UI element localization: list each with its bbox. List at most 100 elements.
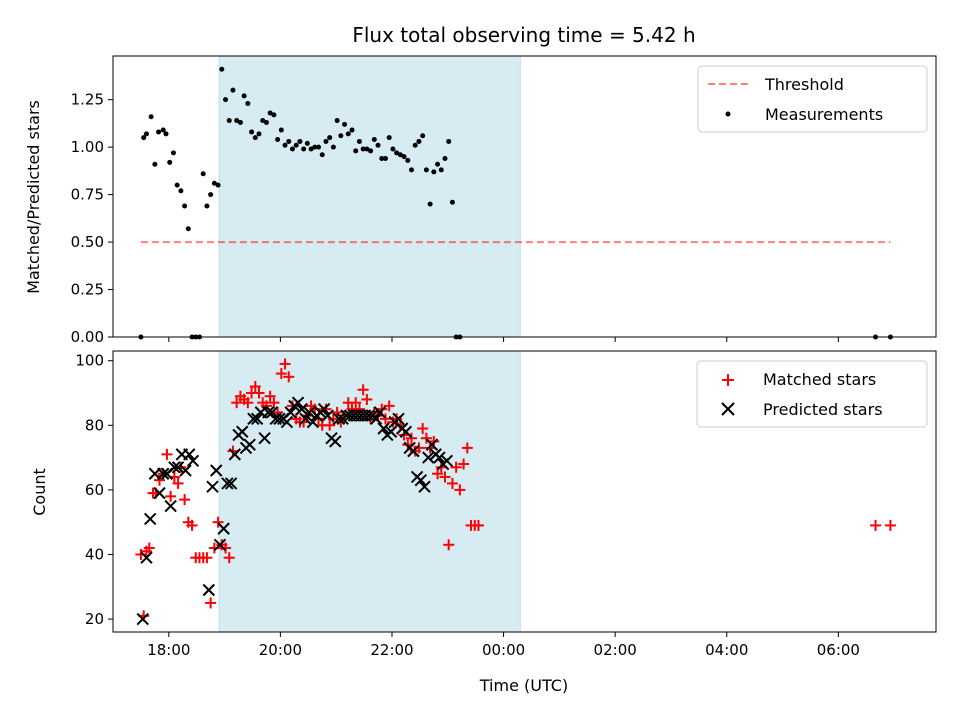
matched-star-point — [383, 400, 395, 412]
measurement-point — [167, 159, 173, 165]
matched-star-point — [884, 519, 896, 531]
measurement-point — [435, 161, 441, 167]
predicted-star-point — [206, 480, 219, 493]
predicted-star-point — [224, 477, 238, 490]
predicted-star-point — [183, 448, 196, 461]
measurement-point — [446, 138, 452, 144]
predicted-star-point — [440, 454, 454, 468]
predicted-star-point — [250, 412, 264, 426]
matched-star-point — [179, 494, 191, 506]
measurement-point — [223, 97, 229, 103]
count-panel: 20 40 60 80 100 18:00 20:00 22:00 00:00 02:00 04:… — [30, 350, 937, 695]
x-tick-label: 00:00 — [482, 641, 525, 659]
measurement-point — [405, 157, 411, 163]
measurement-point — [170, 150, 176, 156]
matched-star-point — [268, 397, 280, 409]
predicted-star-point — [414, 473, 428, 487]
predicted-star-point — [384, 425, 398, 438]
predicted-star-point — [136, 612, 149, 626]
measurement-point — [323, 138, 329, 144]
measurement-point — [249, 129, 255, 135]
count-y-tick-label: 100 — [75, 352, 104, 370]
measurement-point — [371, 137, 377, 143]
predicted-star-point — [186, 454, 200, 468]
measurement-point — [330, 144, 336, 150]
predicted-star-point — [369, 412, 383, 426]
legend-measurements-swatch — [725, 111, 731, 117]
measurement-point — [327, 135, 333, 141]
measurement-point — [289, 146, 295, 152]
predicted-star-point — [280, 415, 294, 429]
measurement-point — [200, 171, 206, 177]
count-legend: Matched stars Predicted stars — [696, 360, 928, 428]
measurement-point — [401, 154, 407, 160]
matched-star-point — [275, 368, 287, 380]
ratio-shaded-span — [218, 55, 521, 338]
predicted-star-point — [153, 486, 166, 500]
measurement-point — [297, 138, 303, 144]
measurement-point — [345, 131, 351, 137]
matched-star-point — [201, 552, 213, 564]
legend-predicted-swatch — [721, 402, 735, 416]
predicted-star-point — [407, 444, 420, 458]
measurement-point — [449, 199, 455, 205]
matched-star-point — [231, 397, 243, 409]
predicted-star-point — [157, 467, 170, 480]
predicted-star-point — [228, 448, 242, 461]
ratio-y-tick-label: 0.25 — [71, 281, 104, 299]
measurement-point — [375, 142, 381, 148]
measurement-point — [185, 226, 191, 232]
predicted-star-point — [299, 412, 312, 426]
count-y-tick-label: 40 — [85, 545, 104, 563]
count-plot-frame — [112, 350, 937, 633]
measurement-point — [252, 135, 258, 141]
predicted-star-point — [236, 425, 249, 438]
count-legend-box — [696, 360, 928, 428]
measurement-point — [356, 138, 362, 144]
x-tick-label: 04:00 — [705, 641, 748, 659]
predicted-star-point — [284, 406, 297, 419]
measurement-point — [442, 156, 448, 162]
predicted-star-point — [168, 461, 181, 474]
measurement-point — [368, 148, 374, 154]
ratio-y-tick-label: 0.00 — [71, 328, 104, 346]
predicted-star-point — [291, 396, 305, 409]
predicted-star-point — [273, 412, 286, 426]
matched-star-point — [279, 358, 291, 370]
matched-stars-points — [135, 358, 896, 622]
ratio-y-ticks: 0.00 0.25 0.50 0.75 1.00 1.25 — [71, 91, 113, 346]
measurement-point — [160, 127, 166, 133]
measurement-point — [215, 182, 221, 188]
matched-star-point — [450, 461, 462, 473]
matched-star-point — [143, 542, 155, 554]
matched-star-point — [361, 393, 373, 405]
matched-star-point — [417, 423, 429, 435]
measurement-point — [256, 131, 262, 137]
measurement-point — [397, 152, 403, 158]
predicted-star-point — [418, 480, 431, 493]
predicted-star-point — [321, 409, 335, 422]
predicted-star-point — [221, 477, 234, 490]
ratio-panel: 0.00 0.25 0.50 0.75 1.00 1.25 Matched/Predict… — [24, 55, 937, 346]
predicted-star-point — [377, 422, 390, 435]
measurement-point — [386, 135, 392, 141]
ratio-x-ticks — [168, 337, 839, 342]
measurement-point — [382, 156, 388, 162]
count-y-axis-title: Count — [30, 468, 49, 516]
predicted-star-point — [202, 583, 215, 597]
measurement-point — [390, 146, 396, 152]
measurement-point — [293, 142, 299, 148]
matched-star-point — [253, 387, 265, 399]
x-axis-title: Time (UTC) — [479, 676, 568, 695]
measurement-point — [423, 167, 429, 173]
x-tick-label: 22:00 — [370, 641, 413, 659]
matched-star-point — [439, 471, 451, 483]
measurement-point — [301, 146, 307, 152]
count-y-ticks: 20 40 60 80 100 — [75, 352, 113, 628]
predicted-star-point — [306, 415, 320, 429]
measurement-point — [267, 110, 273, 116]
matched-star-point — [165, 490, 177, 502]
matched-star-point — [472, 519, 484, 531]
ratio-y-tick-label: 0.75 — [71, 186, 104, 204]
count-x-ticks: 18:00 20:00 22:00 00:00 02:00 04:00 06:00 — [147, 632, 860, 659]
